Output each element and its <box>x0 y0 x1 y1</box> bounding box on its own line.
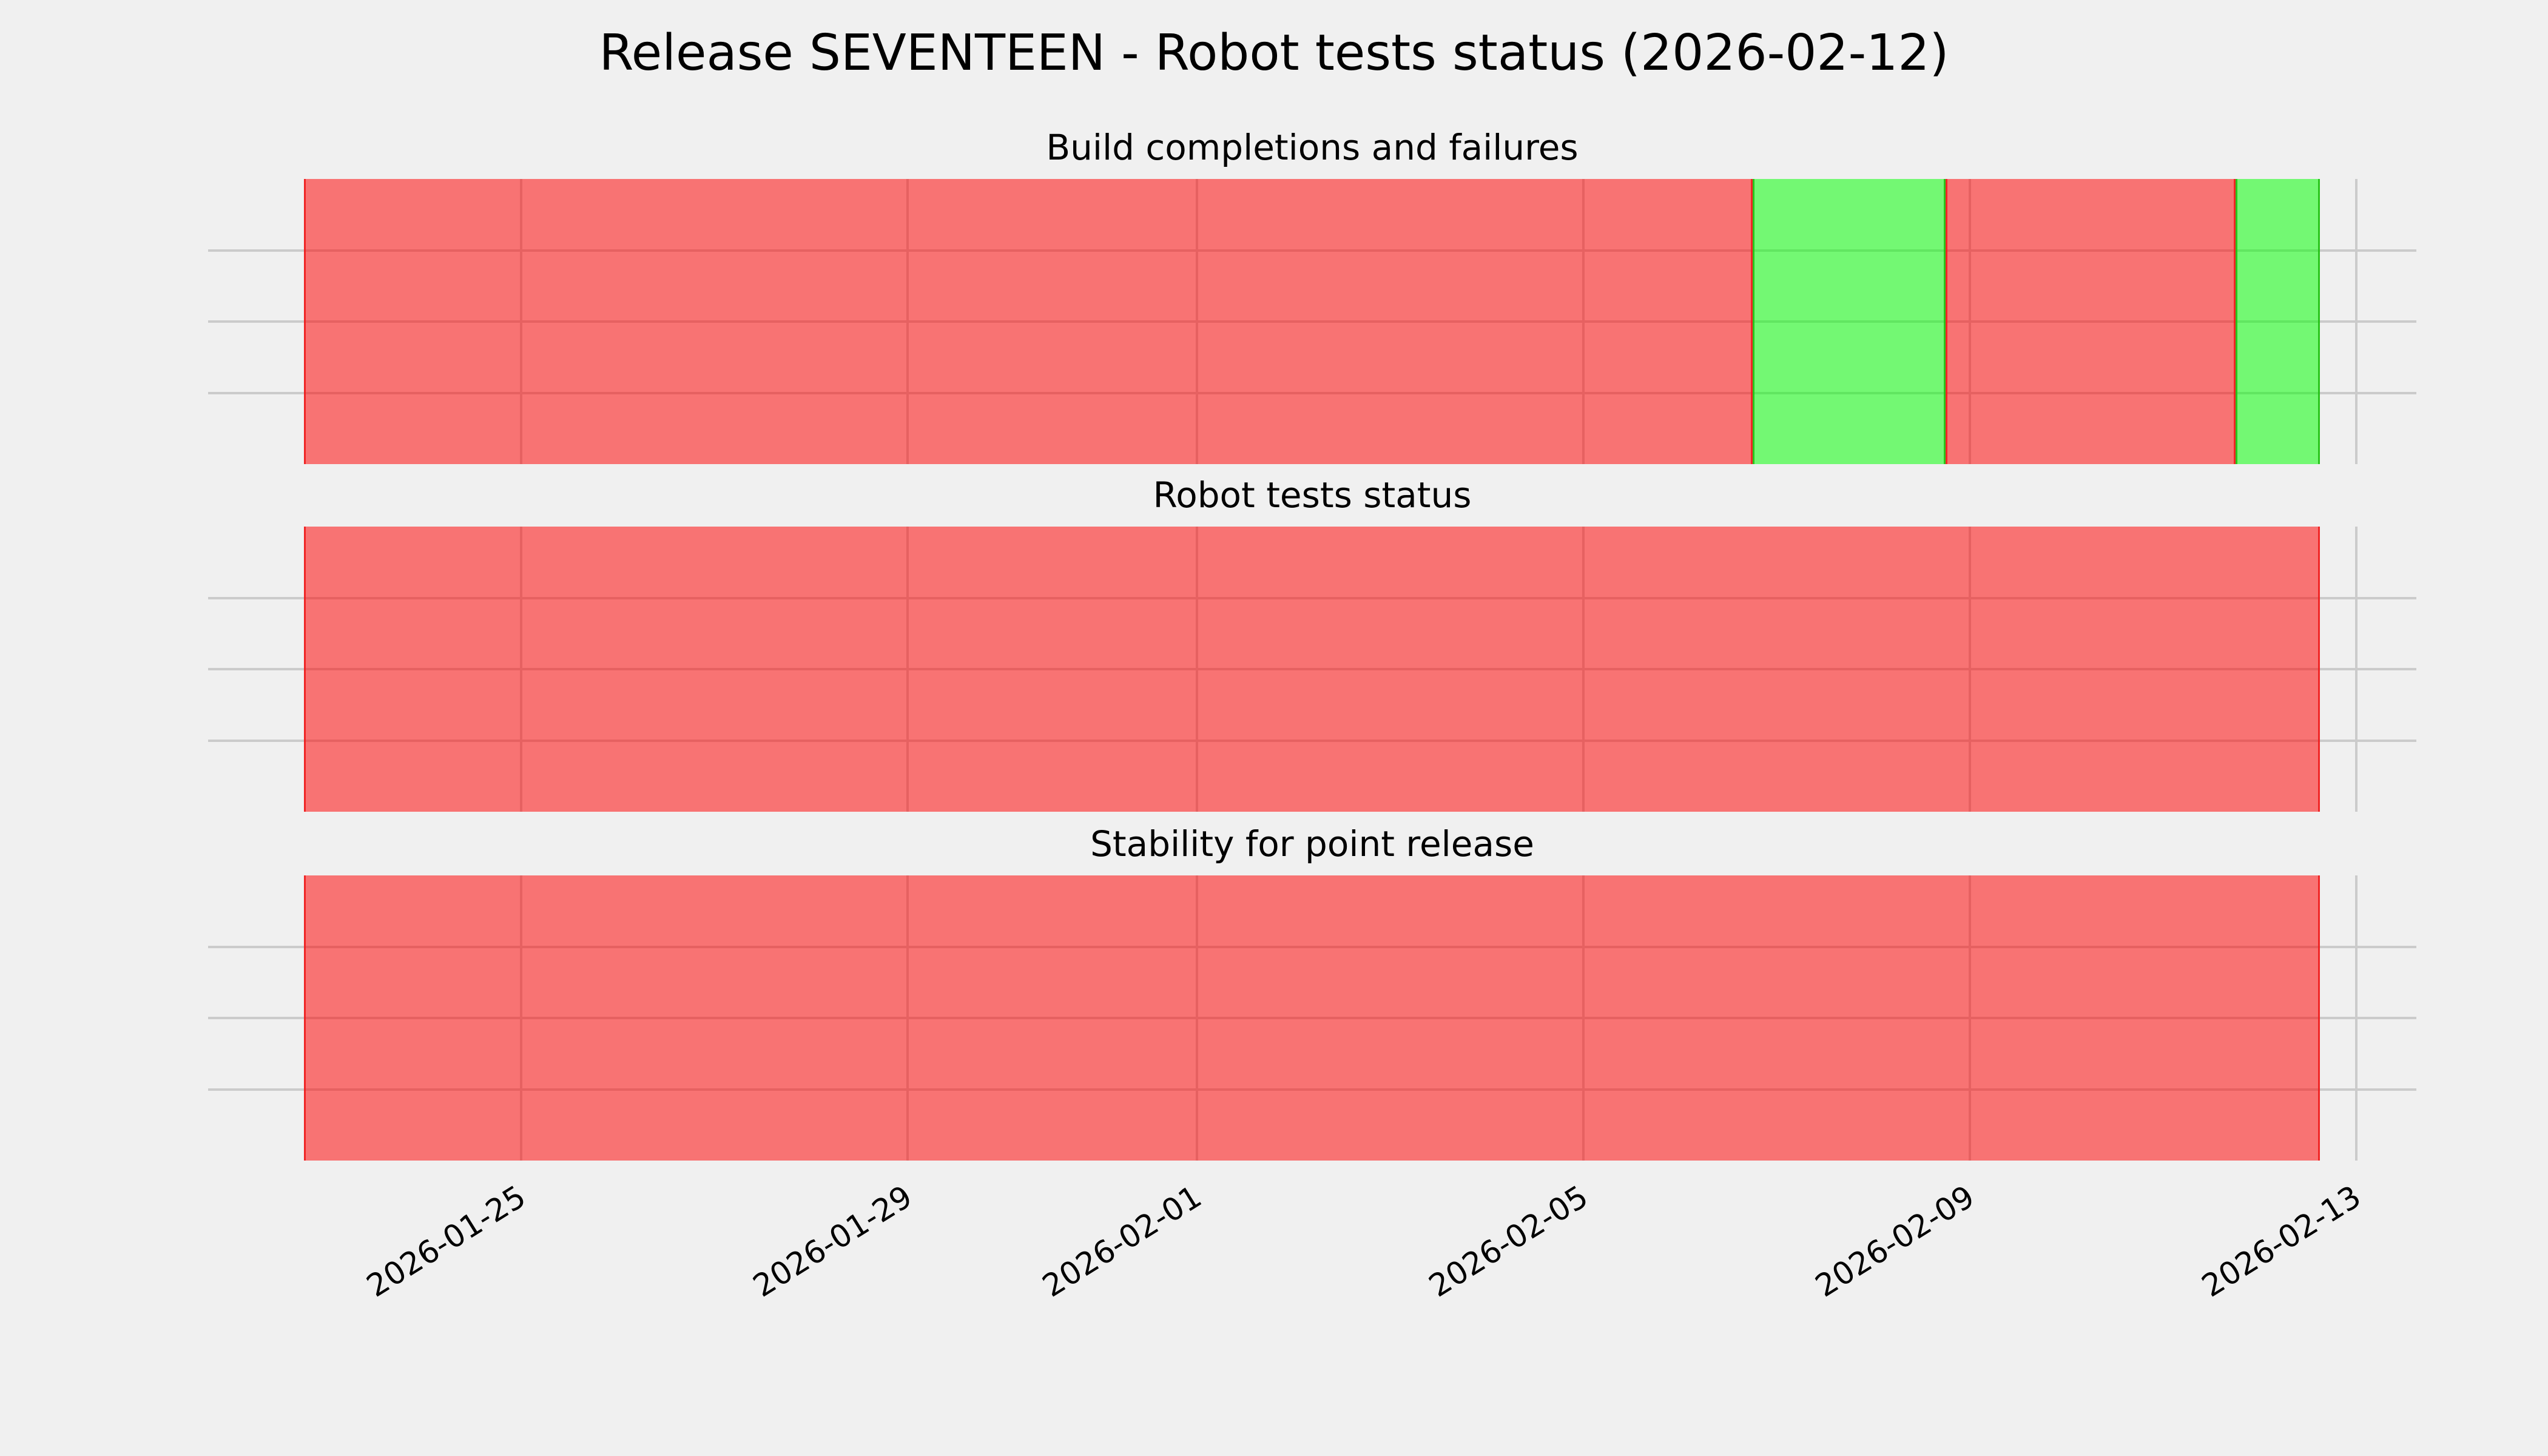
x-tick-label: 2026-02-05 <box>1423 1179 1595 1305</box>
subplot-title-build-completions: Build completions and failures <box>1046 127 1579 168</box>
subplot-title-stability: Stability for point release <box>1090 823 1534 864</box>
vertical-gridline <box>2355 179 2358 464</box>
axes-build-completions <box>208 179 2416 464</box>
vertical-gridline <box>2355 875 2358 1161</box>
status-run-fail <box>304 179 1753 464</box>
axes-robot-tests <box>208 527 2416 812</box>
axes-stability <box>208 875 2416 1161</box>
x-tick-label: 2026-01-25 <box>360 1179 533 1305</box>
status-run-pass <box>2236 179 2320 464</box>
vertical-gridline <box>2355 527 2358 812</box>
status-run-fail <box>304 875 2320 1161</box>
x-tick-label: 2026-01-29 <box>747 1179 919 1305</box>
x-tick-label: 2026-02-13 <box>2196 1179 2368 1305</box>
status-run-fail <box>304 527 2320 812</box>
figure-title: Release SEVENTEEN - Robot tests status (… <box>599 24 1949 82</box>
x-tick-label: 2026-02-01 <box>1036 1179 1208 1305</box>
status-run-pass <box>1753 179 1946 464</box>
subplot-title-robot-tests: Robot tests status <box>1153 474 1472 516</box>
status-run-fail <box>1946 179 2236 464</box>
x-tick-label: 2026-02-09 <box>1809 1179 1981 1305</box>
